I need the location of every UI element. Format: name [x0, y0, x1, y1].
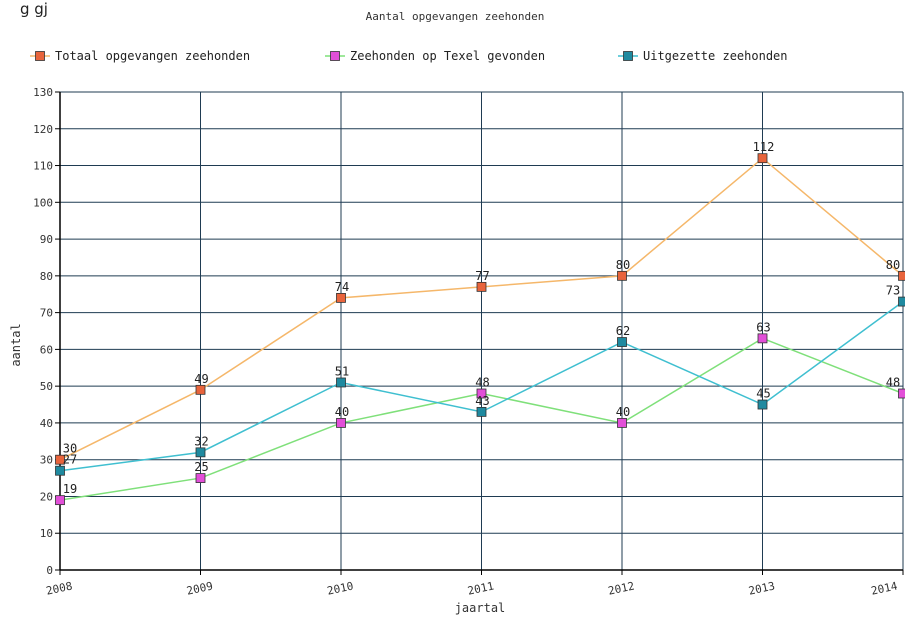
- header-fragment: g gj: [20, 0, 48, 18]
- data-label: 45: [756, 387, 770, 401]
- tick-labels: 0 10 20 30 40 50 60 70 80 90 100 110 120 130 2008 2009 2…: [33, 86, 899, 598]
- data-label: 43: [475, 394, 489, 408]
- y-tick-label: 0: [46, 564, 53, 577]
- chart-title: Aantal opgevangen zeehonden: [366, 10, 545, 23]
- data-label: 73: [886, 284, 900, 298]
- data-label: 19: [63, 482, 77, 496]
- data-label: 63: [756, 320, 770, 334]
- data-label: 48: [886, 376, 900, 390]
- y-axis-title: aantal: [9, 323, 23, 366]
- data-point: [195, 447, 206, 458]
- y-tick-label: 60: [40, 343, 53, 356]
- data-label: 40: [616, 405, 630, 419]
- legend-marker: [623, 51, 633, 61]
- data-label: 48: [475, 376, 489, 390]
- series-group: 30 49 74 77 80 112 80 19 25 40 48 40 63 48 27 32 51 43 62 4…: [55, 140, 905, 506]
- data-point: [898, 270, 905, 281]
- data-label: 25: [194, 460, 208, 474]
- data-label: 30: [63, 442, 77, 456]
- data-point: [195, 473, 206, 483]
- x-tick-label: 2013: [747, 579, 776, 597]
- legend-label: Totaal opgevangen zeehonden: [55, 49, 250, 63]
- y-tick-label: 30: [40, 454, 53, 467]
- y-tick-label: 90: [40, 233, 53, 246]
- y-tick-label: 80: [40, 270, 53, 283]
- data-point: [336, 293, 346, 303]
- data-point: [617, 337, 627, 347]
- data-point: [617, 418, 627, 428]
- data-point: [55, 465, 65, 476]
- data-point: [476, 281, 487, 292]
- x-tick-label: 2011: [466, 579, 495, 597]
- y-tick-label: 50: [40, 380, 53, 393]
- data-label: 80: [616, 258, 630, 272]
- y-tick-label: 70: [40, 307, 53, 320]
- data-label: 74: [335, 280, 349, 294]
- data-label: 77: [475, 269, 489, 283]
- data-point: [757, 333, 768, 344]
- data-label: 80: [886, 258, 900, 272]
- y-tick-label: 20: [40, 490, 53, 503]
- legend-marker: [35, 51, 45, 61]
- x-tick-label: 2009: [185, 579, 214, 597]
- x-tick-label: 2010: [326, 579, 355, 597]
- data-point: [336, 377, 346, 388]
- axes: [55, 91, 904, 575]
- y-tick-label: 100: [33, 196, 53, 209]
- data-label: 62: [616, 324, 630, 338]
- x-axis-title: jaartal: [455, 601, 506, 615]
- data-label: 51: [335, 364, 349, 378]
- data-point: [476, 406, 487, 417]
- y-tick-label: 120: [33, 123, 53, 136]
- data-point: [757, 153, 768, 164]
- data-point: [55, 454, 65, 465]
- legend-label: Zeehonden op Texel gevonden: [350, 49, 545, 63]
- y-tick-label: 130: [33, 86, 53, 99]
- grid: [60, 91, 904, 570]
- data-label: 27: [63, 453, 77, 467]
- data-label: 112: [753, 140, 775, 154]
- y-tick-label: 10: [40, 527, 53, 540]
- x-tick-label: 2008: [45, 579, 74, 597]
- legend-label: Uitgezette zeehonden: [643, 49, 788, 63]
- data-point: [476, 388, 487, 399]
- data-point: [617, 270, 627, 281]
- y-tick-label: 110: [33, 160, 53, 173]
- data-label: 40: [335, 405, 349, 419]
- y-tick-label: 40: [40, 417, 53, 430]
- data-point: [898, 388, 905, 399]
- x-tick-label: 2012: [607, 579, 636, 597]
- legend-marker: [330, 51, 340, 61]
- data-point: [336, 418, 346, 428]
- data-label: 32: [194, 434, 208, 448]
- data-point: [898, 296, 905, 307]
- data-point: [55, 495, 65, 506]
- data-point: [195, 384, 206, 395]
- data-point: [757, 399, 768, 410]
- legend: Totaal opgevangen zeehonden Zeehonden op …: [30, 49, 788, 63]
- data-label: 49: [194, 372, 208, 386]
- x-tick-label: 2014: [870, 579, 899, 597]
